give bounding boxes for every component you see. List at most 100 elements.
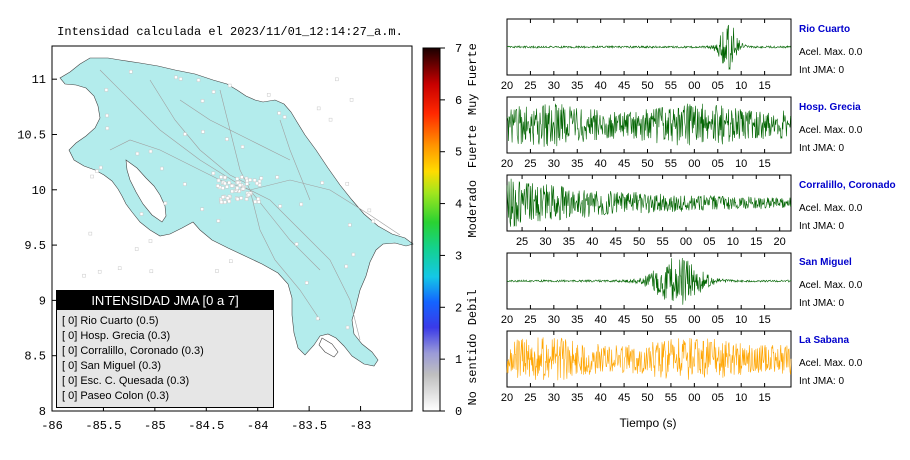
station-marker [183,132,187,136]
map-x-tick-label: -86 [41,419,63,433]
station-marker [266,93,271,97]
station-marker [134,247,139,251]
seismogram-tick-label: 10 [735,80,747,92]
station-marker [345,325,350,330]
station-marker [219,200,224,205]
seismogram-tick-label: 10 [735,314,747,326]
station-marker [90,174,94,179]
map-y-tick-label: 9 [39,294,46,308]
station-marker [229,184,234,188]
station-marker [95,169,99,173]
station-marker [201,130,205,134]
seismogram-tick-label: 00 [688,314,700,326]
seismogram-tick-label: 55 [665,158,677,170]
seismogram-tick-label: 50 [633,236,645,248]
station-marker [227,83,232,88]
station-marker [163,201,168,206]
legend-item: [ 0] Rio Cuarto (0.5) [62,315,159,327]
seismogram-tick-label: 15 [758,80,770,92]
station-marker [230,189,234,194]
seismogram-tick-label: 35 [571,314,583,326]
station-marker [240,175,244,179]
station-name: Hosp. Grecia [799,102,861,113]
nicoya-gulf [125,159,167,223]
seismogram-tick-label: 20 [501,392,513,404]
station-marker [277,111,281,115]
seismogram-trace [506,257,792,305]
station-marker [235,197,240,201]
seismogram-tick-label: 40 [595,314,607,326]
station-marker [225,184,229,189]
station-marker [148,149,153,154]
station-marker [248,178,252,182]
station-marker [148,239,153,243]
station-marker [174,75,178,80]
seismogram-tick-label: 35 [571,158,583,170]
station-acel: Acel. Max. 0.0 [799,203,863,214]
station-marker [223,175,227,180]
station-acel: Acel. Max. 0.0 [799,358,863,369]
seismogram-tick-label: 40 [595,80,607,92]
station-jma: Int JMA: 0 [799,65,845,76]
colorbar: 0 1 2 3 4 5 6 7 No sentido Debil Moderado Fuerte Mu… [422,42,480,419]
station-marker [240,145,245,149]
colorbar-ticks: 0 1 2 3 4 5 6 7 [440,42,462,419]
seismogram-trace [506,24,792,70]
map-x-tick-label: -83.5 [291,419,327,433]
seismogram-tick-label: 45 [618,392,630,404]
station-marker [259,176,264,181]
costa-rica-land [59,57,414,367]
station-acel: Acel. Max. 0.0 [799,125,863,136]
station-marker [104,88,109,92]
station-marker [255,181,259,186]
station-marker [225,196,230,200]
colorbar-category-label: Muy Fuerte [466,43,480,115]
station-marker [371,219,376,224]
station-marker [139,212,144,216]
seismogram-tick-label: 05 [712,158,724,170]
seismogram-tick-label: 35 [571,80,583,92]
station-jma: Int JMA: 0 [799,143,845,154]
legend-item: [ 0] San Miguel (0.3) [62,360,162,372]
seismogram-tick-label: 25 [524,80,536,92]
map-x-tick-label: -85.5 [85,419,121,433]
station-marker [320,181,325,185]
station-marker [256,197,261,201]
seismogram-tick-label: 15 [758,158,770,170]
station-marker [245,182,249,186]
colorbar-gradient [422,47,441,412]
seismogram-tick-label: 55 [656,236,668,248]
map-frame [51,45,413,412]
station-jma: Int JMA: 0 [799,376,845,387]
seismogram-tick-label: 45 [610,236,622,248]
map-x-tick-label: -83 [350,419,372,433]
seismogram-tick-label: 20 [501,158,513,170]
seismogram-tick-label: 20 [501,80,513,92]
station-marker [316,106,321,111]
seismogram-tick-label: 10 [735,158,747,170]
station-marker [216,219,221,223]
station-marker [178,77,183,81]
station-marker [328,117,333,122]
legend-item: [ 0] Corralillo, Coronado (0.3) [62,345,204,357]
figure-title: Intensidad calculada el 2023/11/01_12:14… [57,25,403,39]
station-marker [129,69,133,74]
station-marker [315,316,320,321]
seismogram-tick-label: 30 [548,80,560,92]
station-marker [219,175,223,179]
colorbar-tick-label: 6 [455,94,462,108]
seismogram-tick-label: 35 [571,392,583,404]
colorbar-tick-label: 7 [455,42,462,56]
station-marker [245,178,249,183]
seismogram-tick-label: 50 [641,80,653,92]
seismogram-tick-label: 40 [595,158,607,170]
dulce-gulf [318,337,339,358]
station-marker [211,90,216,94]
station-marker [227,180,231,185]
seismogram-panels: 20 25 30 35 40 45 50 55 00 05 10 15 20 25 30 35 40 45 50 55… [501,18,792,404]
station-marker [196,78,201,82]
station-marker [200,207,204,211]
station-marker [244,197,249,201]
seismogram-tick-label: 10 [735,392,747,404]
